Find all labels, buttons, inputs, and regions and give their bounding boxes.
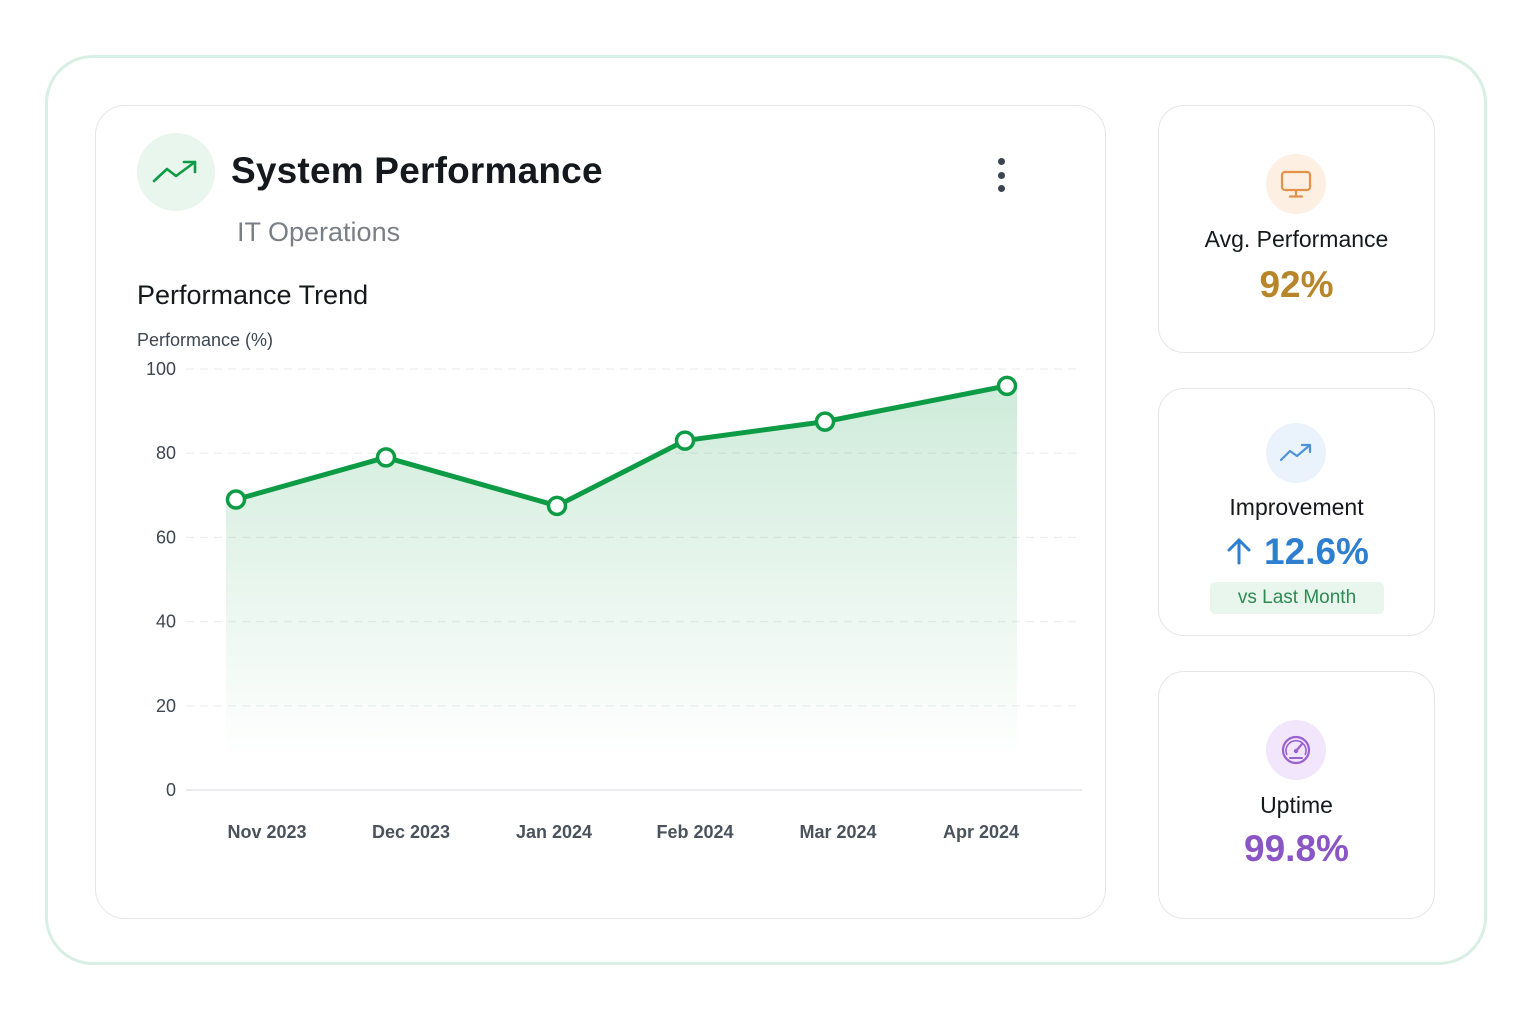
data-point[interactable] bbox=[996, 375, 1018, 397]
y-tick-label: 60 bbox=[156, 527, 176, 547]
area-fill bbox=[226, 385, 1017, 760]
avg-performance-card: Avg. Performance 92% bbox=[1158, 105, 1435, 353]
stat-value: 99.8% bbox=[1244, 828, 1349, 869]
data-point[interactable] bbox=[225, 489, 247, 510]
stat-label: Uptime bbox=[1260, 792, 1333, 818]
uptime-card: Uptime 99.8% bbox=[1158, 671, 1435, 919]
data-point[interactable] bbox=[814, 411, 836, 432]
x-tick-label: Dec 2023 bbox=[372, 822, 450, 842]
more-dot bbox=[997, 171, 1005, 179]
stat-label: Improvement bbox=[1229, 494, 1364, 520]
y-tick-label: 80 bbox=[156, 443, 176, 463]
data-point[interactable] bbox=[375, 447, 397, 468]
y-tick-label: 0 bbox=[166, 780, 176, 800]
stat-value: 12.6% bbox=[1264, 531, 1369, 572]
x-tick-label: Apr 2024 bbox=[943, 822, 1019, 842]
stat-value-row: 12.6% bbox=[1159, 531, 1434, 573]
data-point[interactable] bbox=[674, 430, 696, 451]
comparison-badge: vs Last Month bbox=[1210, 582, 1384, 614]
trending-up-icon bbox=[1266, 423, 1326, 483]
series-line bbox=[233, 383, 1010, 509]
data-point[interactable] bbox=[546, 495, 568, 517]
more-options-button[interactable] bbox=[986, 154, 1016, 196]
improvement-card: Improvement 12.6% vs Last Month bbox=[1158, 388, 1435, 636]
trending-up-icon bbox=[137, 133, 215, 211]
stat-value: 92% bbox=[1259, 264, 1334, 305]
more-vertical-icon bbox=[997, 158, 1005, 165]
y-tick-label: 100 bbox=[146, 359, 176, 379]
more-dot bbox=[997, 185, 1005, 192]
x-tick-label: Mar 2024 bbox=[799, 822, 876, 842]
x-tick-label: Feb 2024 bbox=[656, 822, 733, 842]
card-subtitle: IT Operations bbox=[237, 217, 401, 247]
y-tick-label: 20 bbox=[156, 696, 176, 716]
x-tick-label: Jan 2024 bbox=[516, 822, 592, 842]
y-axis-label: Performance (%) bbox=[137, 330, 273, 350]
x-tick-label: Nov 2023 bbox=[227, 822, 306, 842]
monitor-icon bbox=[1266, 154, 1326, 214]
stat-label: Avg. Performance bbox=[1204, 226, 1389, 252]
chart-title: Performance Trend bbox=[137, 280, 369, 310]
card-title: System Performance bbox=[231, 150, 603, 191]
y-tick-label: 40 bbox=[156, 612, 176, 632]
arrow-up-icon bbox=[1227, 538, 1251, 565]
gauge-icon bbox=[1266, 720, 1326, 780]
